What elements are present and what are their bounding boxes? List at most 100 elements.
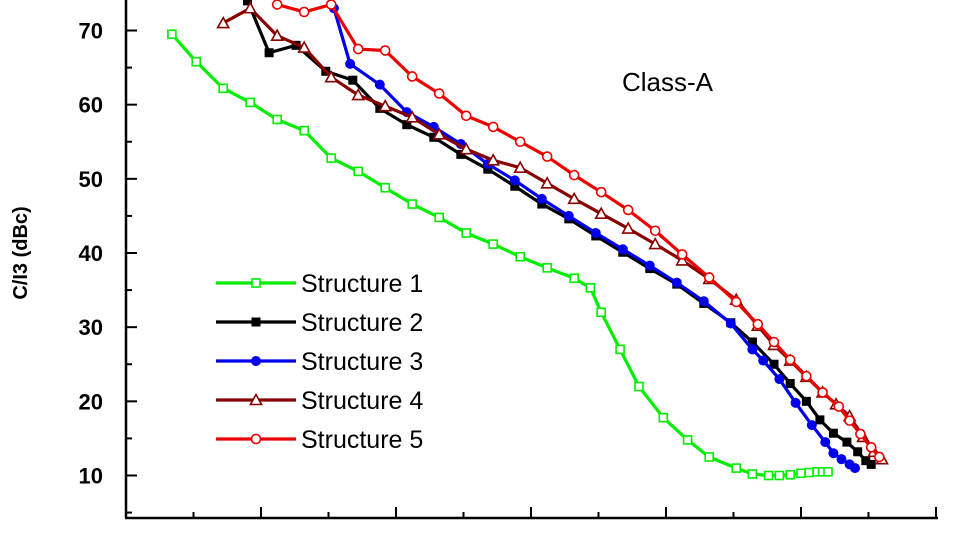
series-1 [167,29,833,481]
data-point [243,0,252,6]
y-tick-label: 70 [79,19,103,44]
legend-marker [251,278,261,288]
data-point [828,448,839,459]
data-point [730,296,742,308]
legend-item: Structure 5 [216,426,423,454]
data-point [785,379,795,389]
data-point [536,193,547,204]
data-point [801,396,811,406]
data-point [842,437,852,447]
data-point [245,97,255,108]
series-5 [271,0,885,463]
data-point [815,415,825,425]
data-point [353,166,364,177]
y-tick-label: 60 [79,93,103,118]
data-point [731,463,742,473]
data-point [675,253,690,266]
plot-area [167,0,889,481]
data-point [801,370,812,382]
data-point [596,307,607,318]
y-tick-label: 20 [79,389,103,414]
data-point [351,87,366,101]
data-point [682,435,693,445]
tick-labels: 10 20 30 40 50 60 70 0 5 10 15 20 25 30 [79,19,949,540]
y-tick-label: 10 [79,464,103,489]
x-tick-label: 5 [255,536,267,540]
data-point [542,263,553,273]
data-point [191,56,201,67]
data-point [785,469,796,480]
x-tick-label: 20 [654,536,678,540]
data-point [774,374,785,385]
class-annotation: Class-A [622,67,714,97]
data-point [865,442,877,453]
data-point [790,397,801,408]
data-point [590,227,601,238]
data-point [167,29,177,40]
data-point [855,428,866,440]
x-tick-label: 10 [384,536,408,540]
data-point [459,142,474,155]
data-point [379,45,391,56]
data-point [752,318,764,330]
data-point [844,415,855,426]
data-point [348,75,358,85]
data-point [676,249,688,260]
data-point [648,236,663,250]
data-point [820,437,831,448]
data-point [806,420,817,431]
data-point [796,468,806,479]
data-point [298,6,310,18]
data-point [406,71,418,82]
data-point [299,125,310,136]
data-point [703,272,715,283]
data-point [634,381,644,392]
x-tick-label: 0 [120,536,132,540]
data-point [271,0,283,10]
axes [124,0,938,520]
y-axis-label: C/I3 (dBc) [10,206,32,299]
data-point [352,43,364,55]
x-tick-label: 15 [519,536,543,540]
data-point [594,206,609,219]
data-point [725,318,736,329]
data-point [836,454,847,465]
data-point [218,83,228,94]
legend-marker [250,433,262,445]
data-point [487,121,499,133]
data-point [817,387,828,398]
data-point [405,110,420,123]
data-point [804,467,814,478]
data-point [326,153,337,163]
data-point [540,176,555,189]
data-point [513,160,528,174]
legend-marker [251,356,261,366]
data-point [297,40,312,53]
data-point [407,199,418,209]
data-point [568,169,580,181]
data-point [486,153,501,166]
data-point [658,412,669,423]
data-point [324,70,339,83]
data-point [866,459,876,469]
data-point [380,182,391,193]
data-point [514,136,526,148]
legend-label: Structure 5 [301,426,423,454]
series-line [276,2,881,458]
legend-label: Structure 1 [301,270,423,298]
y-tick-label: 40 [79,241,103,266]
data-point [595,186,607,198]
data-point [833,401,845,412]
data-point [853,447,863,457]
data-point [569,273,580,284]
data-point [509,175,520,186]
legend-item: Structure 1 [216,270,423,298]
data-point [774,470,785,481]
data-point [270,28,285,41]
data-point [622,204,634,216]
data-point [434,212,445,223]
data-point [873,451,885,463]
x-tick-label: 30 [924,536,948,540]
data-point [784,354,796,366]
data-point [649,225,661,237]
